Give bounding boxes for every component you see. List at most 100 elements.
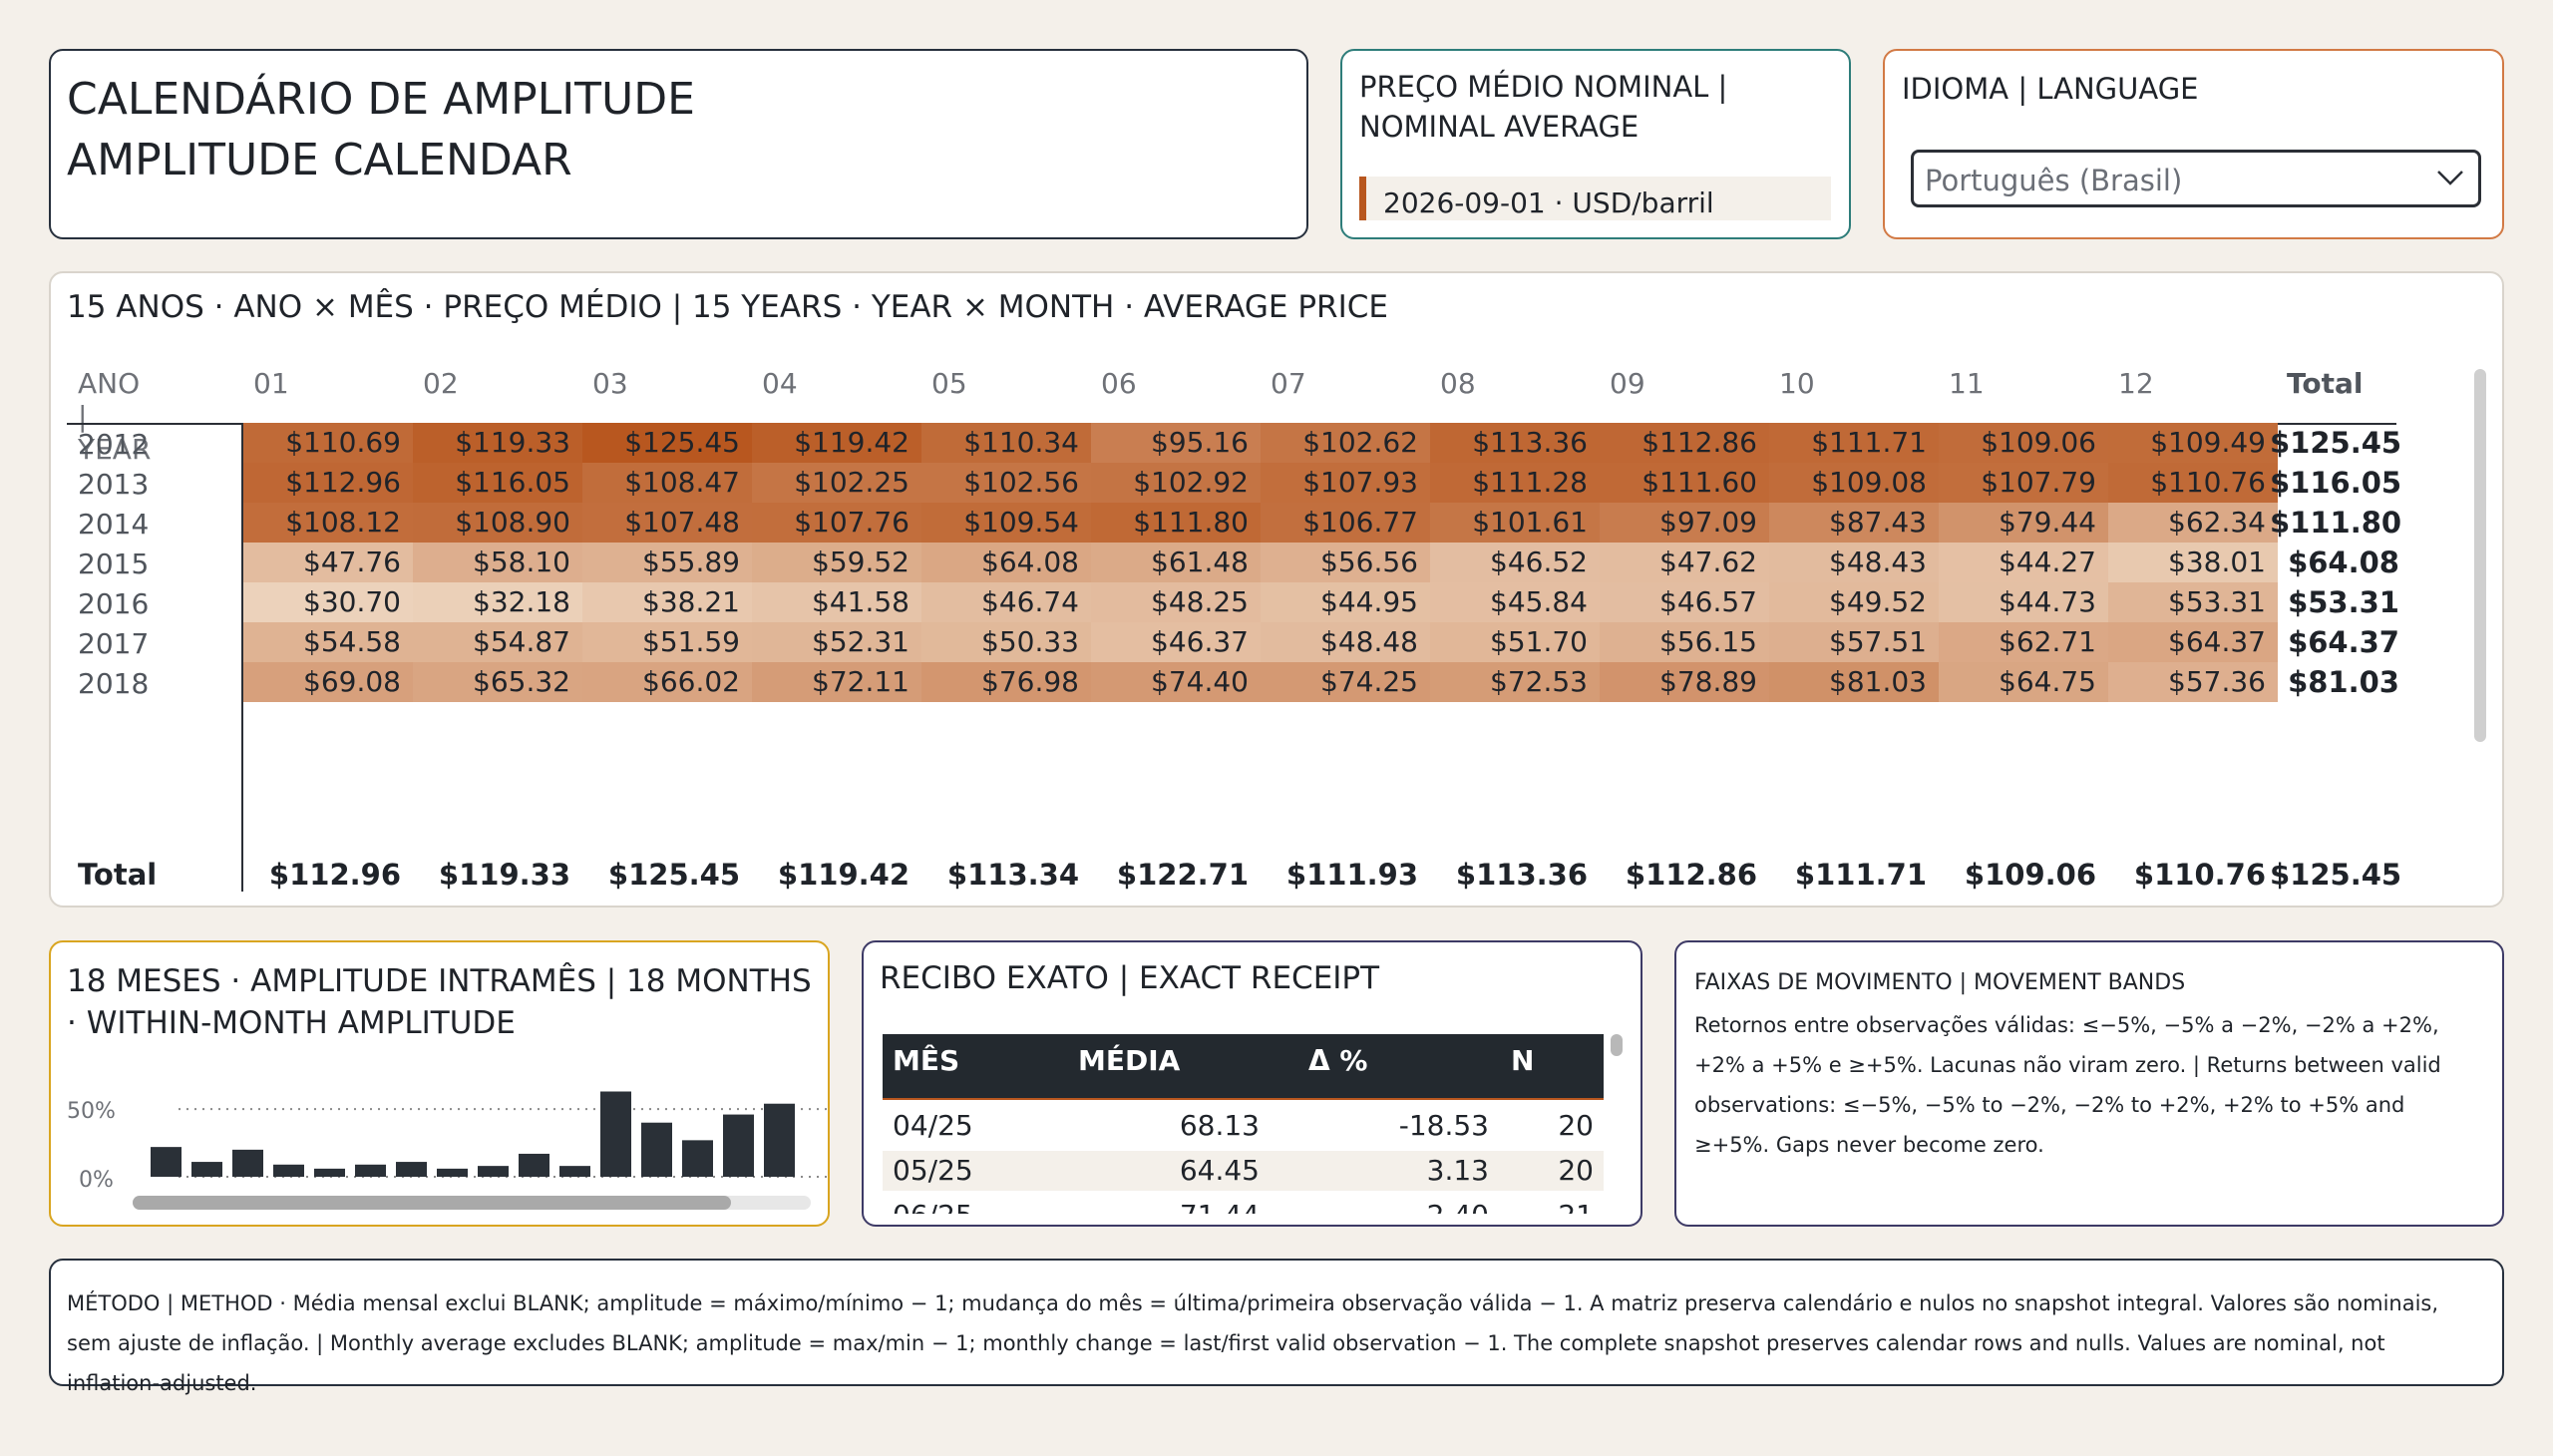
matrix-cell[interactable]: $52.31	[752, 622, 921, 662]
matrix-cell[interactable]: $55.89	[582, 543, 752, 582]
matrix-cell[interactable]: $111.80	[1091, 503, 1261, 543]
matrix-cell[interactable]: $57.36	[2108, 662, 2278, 702]
matrix-cell[interactable]: $41.58	[752, 582, 921, 622]
amplitude-scrollbar[interactable]	[133, 1196, 811, 1210]
matrix-cell[interactable]: $46.52	[1430, 543, 1600, 582]
matrix-cell[interactable]: $62.34	[2108, 503, 2278, 543]
matrix-cell[interactable]: $107.93	[1261, 463, 1430, 503]
matrix-cell[interactable]: $46.37	[1091, 622, 1261, 662]
matrix-cell[interactable]: $72.11	[752, 662, 921, 702]
matrix-cell[interactable]: $112.96	[243, 463, 413, 503]
matrix-col-header-12[interactable]: 12	[2118, 367, 2154, 400]
matrix-cell[interactable]: $108.47	[582, 463, 752, 503]
matrix-cell[interactable]: $65.32	[413, 662, 582, 702]
receipt-scrollbar[interactable]	[1611, 1034, 1623, 1056]
matrix-cell[interactable]: $76.98	[921, 662, 1091, 702]
matrix-cell[interactable]: $112.86	[1600, 423, 1769, 463]
receipt-col-average[interactable]: MÉDIA	[1078, 1044, 1181, 1077]
matrix-cell[interactable]: $109.54	[921, 503, 1091, 543]
receipt-row[interactable]: 06/25 71.44 2.40 21	[883, 1196, 1604, 1214]
matrix-cell[interactable]: $110.69	[243, 423, 413, 463]
matrix-cell[interactable]: $74.40	[1091, 662, 1261, 702]
matrix-cell[interactable]: $74.25	[1261, 662, 1430, 702]
matrix-cell[interactable]: $109.06	[1939, 423, 2108, 463]
matrix-cell[interactable]: $44.95	[1261, 582, 1430, 622]
matrix-cell[interactable]: $47.76	[243, 543, 413, 582]
matrix-col-header-10[interactable]: 10	[1779, 367, 1815, 400]
matrix-cell[interactable]: $110.76	[2108, 463, 2278, 503]
matrix-cell[interactable]: $109.49	[2108, 423, 2278, 463]
matrix-cell[interactable]: $58.10	[413, 543, 582, 582]
matrix-cell[interactable]: $111.60	[1600, 463, 1769, 503]
receipt-col-month[interactable]: MÊS	[893, 1044, 960, 1077]
matrix-cell[interactable]: $87.43	[1769, 503, 1939, 543]
matrix-cell[interactable]: $57.51	[1769, 622, 1939, 662]
matrix-cell[interactable]: $95.16	[1091, 423, 1261, 463]
matrix-cell[interactable]: $119.33	[413, 423, 582, 463]
matrix-cell[interactable]: $101.61	[1430, 503, 1600, 543]
matrix-col-header-01[interactable]: 01	[253, 367, 289, 400]
matrix-cell[interactable]: $109.08	[1769, 463, 1939, 503]
matrix-cell[interactable]: $46.57	[1600, 582, 1769, 622]
matrix-cell[interactable]: $108.90	[413, 503, 582, 543]
matrix-cell[interactable]: $38.21	[582, 582, 752, 622]
matrix-col-header-total[interactable]: Total	[2287, 367, 2364, 400]
matrix-cell[interactable]: $53.31	[2108, 582, 2278, 622]
matrix-scrollbar[interactable]	[2474, 369, 2486, 742]
matrix-cell[interactable]: $107.76	[752, 503, 921, 543]
matrix-cell[interactable]: $119.42	[752, 423, 921, 463]
matrix-cell[interactable]: $69.08	[243, 662, 413, 702]
matrix-cell[interactable]: $56.15	[1600, 622, 1769, 662]
receipt-col-n[interactable]: N	[1511, 1044, 1535, 1077]
matrix-cell[interactable]: $59.52	[752, 543, 921, 582]
matrix-cell[interactable]: $47.62	[1600, 543, 1769, 582]
matrix-col-header-05[interactable]: 05	[931, 367, 967, 400]
matrix-cell[interactable]: $54.58	[243, 622, 413, 662]
matrix-cell[interactable]: $102.56	[921, 463, 1091, 503]
matrix-col-header-11[interactable]: 11	[1949, 367, 1985, 400]
matrix-cell[interactable]: $72.53	[1430, 662, 1600, 702]
matrix-cell[interactable]: $32.18	[413, 582, 582, 622]
matrix-cell[interactable]: $62.71	[1939, 622, 2108, 662]
matrix-cell[interactable]: $48.48	[1261, 622, 1430, 662]
matrix-col-header-03[interactable]: 03	[592, 367, 628, 400]
matrix-cell[interactable]: $102.92	[1091, 463, 1261, 503]
matrix-cell[interactable]: $102.62	[1261, 423, 1430, 463]
matrix-col-header-06[interactable]: 06	[1101, 367, 1137, 400]
matrix-cell[interactable]: $48.43	[1769, 543, 1939, 582]
matrix-cell[interactable]: $79.44	[1939, 503, 2108, 543]
matrix-cell[interactable]: $107.48	[582, 503, 752, 543]
matrix-cell[interactable]: $97.09	[1600, 503, 1769, 543]
matrix-cell[interactable]: $111.71	[1769, 423, 1939, 463]
matrix-cell[interactable]: $50.33	[921, 622, 1091, 662]
matrix-cell[interactable]: $106.77	[1261, 503, 1430, 543]
matrix-cell[interactable]: $66.02	[582, 662, 752, 702]
matrix-cell[interactable]: $51.70	[1430, 622, 1600, 662]
matrix-col-header-04[interactable]: 04	[762, 367, 798, 400]
matrix-col-header-09[interactable]: 09	[1610, 367, 1645, 400]
matrix-cell[interactable]: $116.05	[413, 463, 582, 503]
amplitude-scroll-thumb[interactable]	[133, 1196, 731, 1210]
matrix-col-header-02[interactable]: 02	[423, 367, 459, 400]
matrix-cell[interactable]: $61.48	[1091, 543, 1261, 582]
matrix-cell[interactable]: $51.59	[582, 622, 752, 662]
matrix-cell[interactable]: $48.25	[1091, 582, 1261, 622]
matrix-cell[interactable]: $111.28	[1430, 463, 1600, 503]
receipt-col-change[interactable]: Δ %	[1308, 1044, 1368, 1077]
matrix-cell[interactable]: $64.75	[1939, 662, 2108, 702]
language-select[interactable]: Português (Brasil)	[1911, 150, 2481, 207]
matrix-cell[interactable]: $49.52	[1769, 582, 1939, 622]
matrix-cell[interactable]: $125.45	[582, 423, 752, 463]
receipt-row[interactable]: 05/25 64.45 3.13 20	[883, 1151, 1604, 1191]
matrix-cell[interactable]: $107.79	[1939, 463, 2108, 503]
matrix-cell[interactable]: $46.74	[921, 582, 1091, 622]
matrix-col-header-08[interactable]: 08	[1440, 367, 1476, 400]
matrix-cell[interactable]: $64.08	[921, 543, 1091, 582]
matrix-cell[interactable]: $45.84	[1430, 582, 1600, 622]
matrix-cell[interactable]: $54.87	[413, 622, 582, 662]
matrix-col-header-07[interactable]: 07	[1271, 367, 1306, 400]
matrix-cell[interactable]: $102.25	[752, 463, 921, 503]
matrix-cell[interactable]: $44.27	[1939, 543, 2108, 582]
matrix-cell[interactable]: $78.89	[1600, 662, 1769, 702]
matrix-cell[interactable]: $30.70	[243, 582, 413, 622]
